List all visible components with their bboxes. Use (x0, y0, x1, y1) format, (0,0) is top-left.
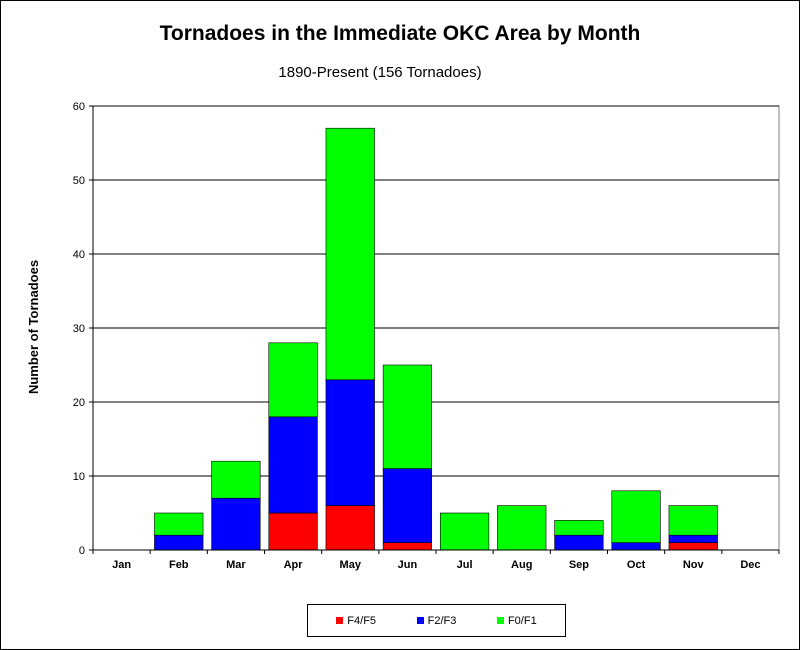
y-tick-label: 60 (73, 101, 85, 113)
bar-may-f2-f3 (325, 379, 375, 506)
x-tick-label-nov: Nov (683, 559, 705, 571)
bar-may-f4-f5 (325, 505, 375, 551)
legend-swatch-f2-f3 (416, 617, 424, 624)
legend: F4/F5 F2/F3 F0/F1 (307, 604, 566, 637)
bar-sep-f0-f1 (554, 520, 604, 536)
x-tick-label-apr: Apr (284, 559, 304, 571)
x-tick-label-oct: Oct (627, 559, 646, 571)
bar-apr-f0-f1 (268, 342, 318, 418)
x-tick-label-may: May (340, 559, 362, 571)
chart-title: Tornadoes in the Immediate OKC Area by M… (159, 22, 641, 45)
bar-mar-f0-f1 (211, 460, 261, 499)
bar-nov-f2-f3 (668, 534, 718, 543)
legend-swatch-f4-f5 (336, 617, 344, 624)
bar-apr-f2-f3 (268, 416, 318, 514)
axes: 0 10 20 30 40 50 60 Jan Feb Mar Apr May Jun Jul Aug Sep… (73, 101, 780, 571)
bar-oct-f2-f3 (611, 542, 661, 551)
bar-feb-f2-f3 (154, 534, 204, 551)
legend-item-f4-f5: F4/F5 (336, 615, 376, 627)
bar-apr-f4-f5 (268, 512, 318, 551)
y-axis-label: Number of Tornadoes (26, 260, 41, 394)
legend-label-f2-f3: F2/F3 (427, 614, 457, 627)
x-tick-label-jun: Jun (398, 559, 418, 571)
x-tick-label-aug: Aug (511, 559, 532, 571)
bar-jun-f4-f5 (382, 542, 433, 551)
bar-sep-f2-f3 (554, 534, 604, 551)
bar-nov-f0-f1 (668, 505, 718, 536)
legend-label-f0-f1: F0/F1 (507, 614, 537, 627)
y-tick-label: 50 (73, 175, 85, 187)
y-tick-label: 20 (73, 397, 85, 409)
x-tick-label-jan: Jan (112, 559, 131, 571)
legend-item-f0-f1: F0/F1 (496, 614, 537, 627)
chart-subtitle: 1890-Present (156 Tornadoes) (278, 64, 482, 81)
bar-oct-f0-f1 (611, 490, 661, 543)
y-tick-label: 30 (73, 323, 85, 335)
legend-item-f2-f3: F2/F3 (416, 614, 457, 627)
bar-jun-f0-f1 (382, 364, 433, 469)
legend-label-f4-f5: F4/F5 (347, 614, 377, 627)
legend-swatch-f0-f1 (496, 617, 504, 624)
bars (154, 127, 718, 551)
bar-may-f0-f1 (325, 127, 375, 381)
gridlines (93, 105, 779, 477)
bar-jun-f2-f3 (382, 468, 433, 543)
x-tick-label-jul: Jul (457, 559, 473, 571)
y-tick-label: 10 (73, 471, 85, 483)
bar-aug-f0-f1 (497, 505, 547, 551)
x-tick-label-mar: Mar (226, 559, 246, 571)
x-tick-label-dec: Dec (740, 559, 760, 571)
x-tick-label-sep: Sep (569, 559, 589, 571)
bar-nov-f4-f5 (668, 542, 718, 551)
bar-feb-f0-f1 (154, 512, 204, 536)
x-tick-label-feb: Feb (169, 559, 189, 571)
y-tick-label: 0 (79, 545, 85, 557)
y-tick-label: 40 (73, 249, 85, 261)
bar-mar-f2-f3 (211, 497, 261, 551)
bar-jul-f0-f1 (439, 512, 490, 551)
